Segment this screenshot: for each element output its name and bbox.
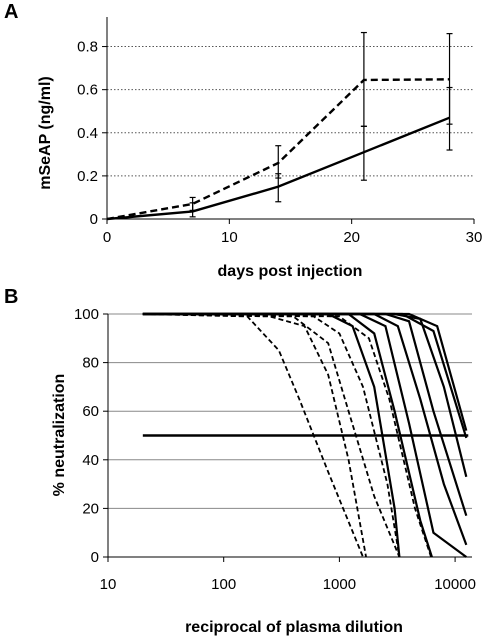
panel-b-plot: 0 20 40 60 80 100 10 100 1000 10000 xyxy=(74,306,476,593)
panel-b-y-tick-label: 40 xyxy=(82,452,99,469)
panel-b-y-tick-label: 60 xyxy=(82,403,99,420)
panel-b-series-5-dashed xyxy=(142,313,432,558)
panel-b-y-tick-label: 20 xyxy=(82,500,99,517)
panel-a-y-tick-label: 0 xyxy=(90,211,98,228)
panel-b-x-tick-label: 1000 xyxy=(323,576,356,593)
panel-b-y-tick-label: 0 xyxy=(91,549,99,566)
panel-a-x-tick-label: 0 xyxy=(103,229,111,246)
panel-b-x-tick-label: 10 xyxy=(100,576,117,593)
panel-b-series-11-solid xyxy=(142,312,468,478)
panel-a-y-tick-label: 0.2 xyxy=(77,168,98,185)
panel-b-series-13-solid xyxy=(142,312,468,431)
panel-a-x-tick-label: 10 xyxy=(221,229,238,246)
panel-b-series-4-dashed xyxy=(142,313,401,558)
panel-b-y-tick-label: 100 xyxy=(74,306,99,323)
panel-b-label: B xyxy=(4,286,18,308)
panel-a-x-tick-label: 30 xyxy=(466,229,483,246)
panel-a-y-tick-label: 0.8 xyxy=(77,39,98,56)
panel-b-y-axis-title: % neutralization xyxy=(51,374,68,497)
panel-b-series-10-solid xyxy=(142,312,468,517)
panel-a-y-tick-label: 0.6 xyxy=(77,82,98,99)
panel-b-series-1-dashed xyxy=(142,313,364,558)
panel-b-x-tick-label: 10000 xyxy=(434,576,476,593)
panel-b-x-tick-label: 100 xyxy=(211,576,236,593)
panel-a-label: A xyxy=(4,1,18,23)
panel-b-x-axis-title: reciprocal of plasma dilution xyxy=(185,619,403,636)
panel-b-series-12-solid xyxy=(142,312,468,439)
panel-a-x-tick-label: 20 xyxy=(343,229,360,246)
panel-a-plot: 0 0.2 0.4 0.6 0.8 0 10 20 30 xyxy=(77,17,482,246)
panel-b-y-tick-label: 80 xyxy=(82,355,99,372)
panel-a-x-axis-title: days post injection xyxy=(218,263,363,280)
panel-a-y-tick-label: 0.4 xyxy=(77,125,98,142)
panel-a-y-axis-title: mSeAP (ng/ml) xyxy=(37,76,54,190)
